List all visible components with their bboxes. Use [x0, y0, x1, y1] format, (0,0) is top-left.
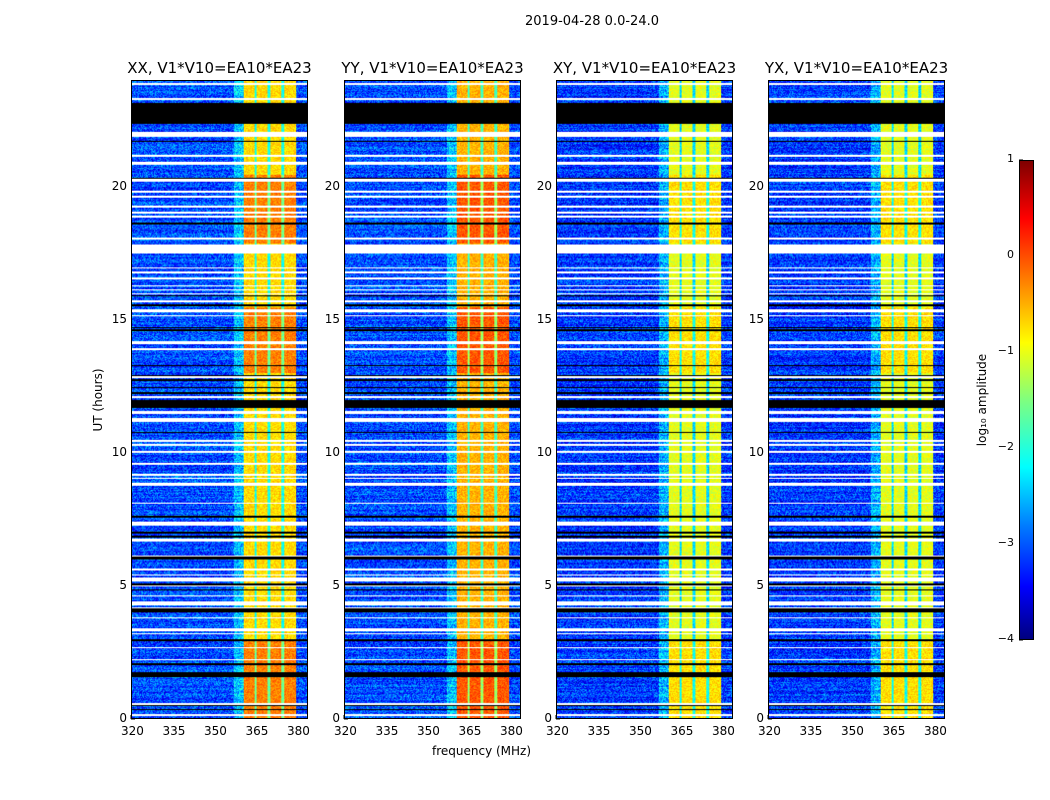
y-tick-label: 5 [119, 577, 127, 592]
x-tick-label: 350 [203, 724, 227, 738]
colorbar-label: log₁₀ amplitude [975, 353, 989, 447]
x-tick-label: 350 [628, 724, 652, 738]
y-tick-label: 20 [748, 178, 764, 193]
x-tick-label: 320 [546, 724, 569, 738]
x-tick-label: 380 [711, 724, 735, 738]
x-axis-label: frequency (MHz) [432, 744, 532, 758]
x-tick-label: 335 [375, 724, 399, 738]
panel-title-3: YX, V1*V10=EA10*EA23 [764, 59, 949, 77]
y-tick-label: 10 [111, 444, 127, 459]
x-tick-label: 320 [121, 724, 144, 738]
x-tick-label: 320 [758, 724, 781, 738]
y-tick-label: 0 [756, 711, 764, 725]
x-tick-label: 365 [670, 724, 694, 738]
y-tick-label: 20 [536, 178, 552, 193]
x-tick-label: 350 [416, 724, 440, 738]
y-tick-label: 15 [748, 311, 764, 326]
y-tick-label: 5 [756, 577, 764, 592]
x-tick-label: 380 [286, 724, 310, 738]
x-tick-label: 380 [499, 724, 523, 738]
y-tick-label: 10 [324, 444, 340, 459]
x-tick-label: 380 [923, 724, 947, 738]
heatmap-panel-1 [344, 80, 521, 719]
y-tick-label: 5 [332, 577, 340, 592]
colorbar-tick-label: 1 [1007, 152, 1014, 165]
y-tick-label: 10 [748, 444, 764, 459]
figure-title: 2019-04-28 0.0-24.0 [525, 14, 659, 29]
y-tick-label: 0 [544, 711, 552, 725]
y-tick-label: 5 [544, 577, 552, 592]
y-tick-label: 20 [324, 178, 340, 193]
y-tick-label: 15 [324, 311, 340, 326]
colorbar-tick-label: −1 [997, 344, 1014, 357]
y-tick-label: 20 [111, 178, 127, 193]
heatmap-panel-3 [768, 80, 945, 719]
colorbar-tick-label: −3 [997, 536, 1014, 549]
colorbar-tick-label: −4 [997, 632, 1014, 645]
x-tick-label: 365 [882, 724, 906, 738]
panel-title-2: XY, V1*V10=EA10*EA23 [552, 59, 737, 77]
colorbar [1019, 160, 1034, 640]
y-axis-label: UT (hours) [91, 368, 105, 432]
x-tick-label: 335 [162, 724, 186, 738]
heatmap-panel-0 [131, 80, 308, 719]
x-tick-label: 320 [334, 724, 357, 738]
x-tick-label: 335 [799, 724, 823, 738]
x-tick-label: 365 [245, 724, 269, 738]
y-tick-label: 10 [536, 444, 552, 459]
panel-title-0: XX, V1*V10=EA10*EA23 [127, 59, 312, 77]
panel-title-1: YY, V1*V10=EA10*EA23 [341, 59, 524, 77]
x-tick-label: 335 [587, 724, 611, 738]
y-tick-label: 15 [111, 311, 127, 326]
y-tick-label: 0 [332, 711, 340, 725]
colorbar-tick-label: 0 [1007, 248, 1014, 261]
y-tick-label: 0 [119, 711, 127, 725]
colorbar-tick-label: −2 [997, 440, 1014, 453]
x-tick-label: 350 [840, 724, 864, 738]
heatmap-panel-2 [556, 80, 733, 719]
y-tick-label: 15 [536, 311, 552, 326]
x-tick-label: 365 [458, 724, 482, 738]
